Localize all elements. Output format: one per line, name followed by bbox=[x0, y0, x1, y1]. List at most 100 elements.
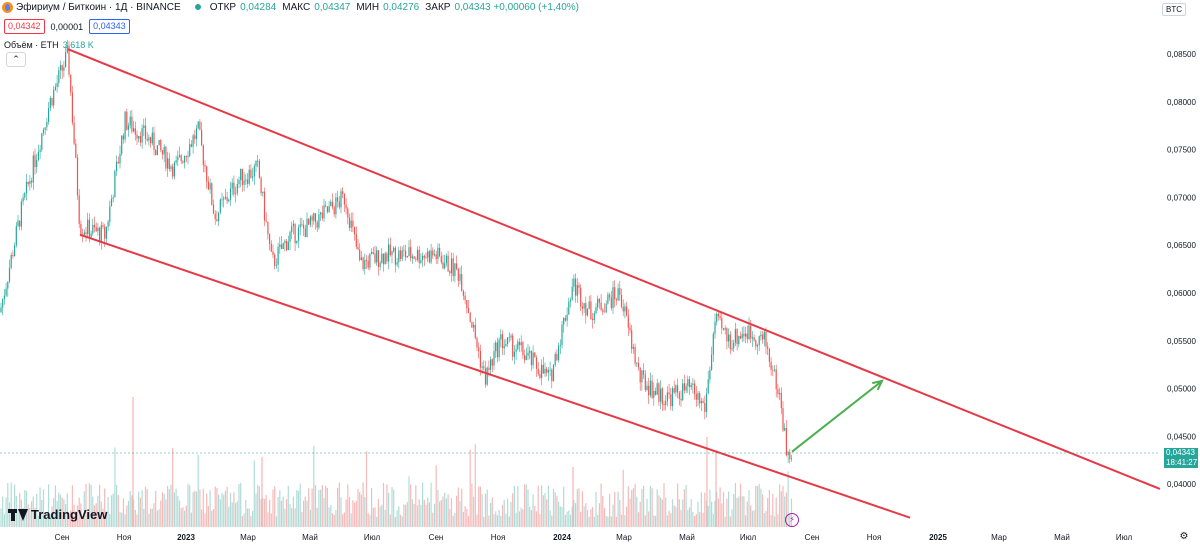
volume-bar bbox=[782, 486, 784, 527]
volume-bar bbox=[51, 506, 53, 527]
candle-body bbox=[772, 370, 774, 371]
candle-body bbox=[221, 199, 223, 201]
volume-bar bbox=[165, 499, 167, 527]
candle-body bbox=[646, 385, 648, 390]
volume-bar bbox=[7, 483, 9, 527]
volume-bar bbox=[716, 491, 718, 527]
volume-bar bbox=[258, 486, 260, 527]
volume-bar bbox=[141, 490, 143, 527]
candle-body bbox=[308, 218, 310, 225]
volume-bar bbox=[677, 483, 679, 527]
tradingview-logo[interactable]: TradingView bbox=[8, 507, 107, 522]
volume-bar bbox=[170, 484, 172, 527]
volume-bar bbox=[31, 501, 33, 527]
candle-body bbox=[331, 201, 334, 208]
volume-bar bbox=[449, 509, 451, 527]
volume-bar bbox=[223, 494, 225, 527]
candle-body bbox=[211, 183, 213, 205]
volume-bar bbox=[109, 513, 111, 527]
volume-bar bbox=[102, 508, 104, 527]
candle-body bbox=[515, 349, 517, 352]
candle-body bbox=[745, 333, 747, 337]
candle-body bbox=[719, 316, 721, 319]
volume-bar bbox=[143, 508, 145, 527]
arrow-shaft bbox=[791, 380, 883, 453]
volume-bar bbox=[501, 504, 504, 527]
volume-bar bbox=[484, 493, 487, 527]
volume-bar bbox=[706, 437, 708, 527]
candle-body bbox=[527, 352, 529, 356]
currency-selector[interactable]: BTC bbox=[1162, 3, 1186, 16]
volume-bar bbox=[700, 492, 702, 527]
candle-body bbox=[235, 193, 237, 195]
volume-bar bbox=[552, 488, 555, 527]
symbol-title[interactable]: Эфириум / Биткоин · 1Д · BINANCE bbox=[16, 1, 181, 13]
candle-body bbox=[187, 155, 189, 158]
sell-price-button[interactable]: 0,04342 bbox=[4, 19, 45, 34]
volume-bar bbox=[447, 494, 449, 527]
volume-bar bbox=[354, 502, 356, 527]
candle-body bbox=[663, 404, 665, 406]
volume-bar bbox=[76, 505, 79, 527]
price-tick-label: 0,06000 bbox=[1167, 289, 1196, 298]
candle-body bbox=[767, 346, 769, 349]
volume-bar bbox=[745, 515, 747, 527]
bid-ask-row: 0,04342 0,00001 0,04343 bbox=[4, 19, 130, 34]
volume-bar bbox=[457, 487, 459, 527]
candle-body bbox=[780, 392, 782, 409]
candle-body bbox=[15, 226, 17, 246]
volume-bar bbox=[476, 514, 478, 527]
candle-body bbox=[150, 137, 152, 144]
candle-body bbox=[559, 345, 561, 346]
volume-histogram bbox=[0, 397, 793, 527]
candle-body bbox=[313, 213, 315, 221]
buy-price-button[interactable]: 0,04343 bbox=[89, 19, 130, 34]
volume-bar bbox=[238, 483, 240, 527]
candle-body bbox=[236, 184, 238, 194]
candle-body bbox=[636, 362, 638, 364]
volume-bar bbox=[542, 495, 544, 527]
volume-bar bbox=[391, 487, 393, 527]
candle-body bbox=[381, 253, 383, 263]
candle-body bbox=[44, 127, 46, 130]
volume-bar bbox=[518, 511, 521, 527]
candle-body bbox=[59, 65, 62, 71]
settings-gear-icon[interactable]: ⚙ bbox=[1179, 531, 1189, 542]
volume-bar bbox=[49, 514, 51, 527]
volume-bar bbox=[722, 492, 725, 527]
candle-body bbox=[624, 306, 626, 312]
candle-body bbox=[554, 353, 556, 366]
volume-bar bbox=[156, 510, 158, 527]
candle-body bbox=[277, 246, 279, 265]
candle-body bbox=[206, 166, 208, 182]
volume-bar bbox=[83, 491, 85, 527]
candle-body bbox=[760, 334, 762, 337]
candle-body bbox=[369, 253, 371, 268]
candle-body bbox=[226, 196, 228, 202]
candle-body bbox=[524, 355, 526, 361]
volume-bar bbox=[586, 509, 589, 527]
volume-bar bbox=[0, 508, 2, 527]
events-flash-icon[interactable]: ⚡ bbox=[785, 513, 799, 527]
volume-bar bbox=[326, 488, 328, 527]
volume-bar bbox=[333, 514, 335, 527]
candle-body bbox=[705, 393, 708, 412]
candle-body bbox=[294, 223, 296, 244]
candle-body bbox=[631, 330, 633, 349]
volume-bar bbox=[136, 514, 138, 527]
candle-body bbox=[282, 243, 284, 249]
candle-body bbox=[41, 133, 43, 150]
candle-body bbox=[568, 301, 570, 315]
candle-body bbox=[184, 156, 186, 163]
volume-bar bbox=[280, 500, 283, 527]
candle-body bbox=[320, 212, 322, 215]
candle-body bbox=[457, 268, 459, 281]
candle-body bbox=[306, 218, 308, 238]
candle-body bbox=[245, 179, 247, 181]
candle-body bbox=[8, 267, 11, 282]
volume-bar bbox=[654, 515, 657, 527]
collapse-legend-button[interactable]: ⌃ bbox=[6, 52, 26, 67]
volume-bar bbox=[547, 485, 549, 527]
candle-body bbox=[314, 213, 317, 223]
